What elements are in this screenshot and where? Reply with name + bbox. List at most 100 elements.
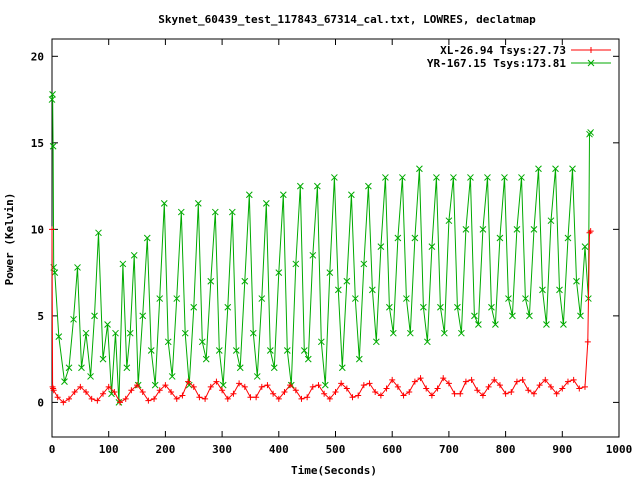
data-point <box>519 376 526 383</box>
data-point <box>351 295 359 302</box>
data-point <box>270 390 277 397</box>
data-point <box>317 338 325 346</box>
data-point <box>513 225 521 233</box>
data-point <box>475 321 482 328</box>
data-point <box>99 355 107 363</box>
data-point <box>530 390 537 397</box>
data-point <box>61 378 68 385</box>
data-point <box>457 390 464 397</box>
data-point <box>314 182 321 190</box>
data-point <box>369 286 376 294</box>
x-axis-title: Time(Seconds) <box>291 464 377 477</box>
data-point <box>143 234 151 242</box>
data-point <box>588 47 594 53</box>
series-line <box>51 229 592 404</box>
data-point <box>581 383 588 390</box>
series-line <box>51 94 592 403</box>
data-point <box>151 381 159 389</box>
data-point <box>241 383 248 390</box>
data-point <box>190 303 198 311</box>
data-point <box>275 395 282 402</box>
data-point <box>190 383 197 390</box>
y-tick-label: 20 <box>31 50 44 63</box>
data-point <box>66 395 73 402</box>
data-point <box>406 389 413 396</box>
data-point <box>560 321 567 328</box>
data-point <box>441 329 448 337</box>
data-point <box>547 217 555 225</box>
data-point <box>202 395 209 402</box>
data-point <box>224 395 231 402</box>
data-point <box>70 315 77 323</box>
data-point <box>360 382 367 389</box>
data-point <box>119 260 127 268</box>
data-point <box>326 395 333 402</box>
data-point <box>105 383 112 390</box>
data-point <box>479 392 486 399</box>
data-point <box>126 329 134 337</box>
data-point <box>283 347 291 354</box>
x-tick-label: 400 <box>269 443 289 456</box>
data-point <box>508 389 515 396</box>
data-point <box>247 394 254 401</box>
data-point <box>262 200 270 207</box>
data-point <box>74 264 81 271</box>
data-point <box>338 380 345 387</box>
x-tick-label: 200 <box>155 443 175 456</box>
data-point <box>173 395 180 402</box>
data-point <box>581 243 589 251</box>
x-tick-label: 300 <box>212 443 232 456</box>
ticks-layer: 0 100 200 300 400 500 600 700 800 900 1000 0 5 10 15 20 <box>31 39 632 456</box>
data-point <box>434 385 441 392</box>
data-point <box>321 381 329 389</box>
data-point <box>321 390 328 397</box>
data-point <box>411 378 418 385</box>
data-point <box>343 277 351 285</box>
data-point <box>386 303 393 311</box>
data-point <box>501 174 508 181</box>
data-point <box>326 269 334 276</box>
data-point <box>207 277 215 285</box>
data-point <box>399 174 406 181</box>
data-point <box>54 394 61 401</box>
data-point <box>542 376 549 383</box>
data-point <box>349 394 356 401</box>
data-point <box>445 217 453 225</box>
data-point <box>292 387 299 394</box>
data-point <box>416 165 423 173</box>
data-point <box>202 355 210 363</box>
data-point <box>569 165 576 173</box>
data-point <box>505 295 512 302</box>
data-point <box>383 385 390 392</box>
data-point <box>230 390 237 397</box>
data-point <box>162 382 169 389</box>
legend-label: XL-26.94 Tsys:27.73 <box>440 44 566 57</box>
data-point <box>139 312 147 320</box>
data-point <box>355 355 363 363</box>
data-point <box>530 225 538 233</box>
data-point <box>258 295 266 302</box>
data-point <box>241 277 249 285</box>
data-point <box>145 397 152 404</box>
data-point <box>95 229 102 237</box>
data-point <box>71 389 78 396</box>
data-point <box>334 286 342 294</box>
data-point <box>196 394 203 401</box>
data-point <box>462 225 470 233</box>
data-point <box>577 312 584 320</box>
data-point <box>111 389 118 396</box>
series-layer <box>48 91 595 406</box>
data-point <box>420 303 427 311</box>
data-point <box>467 174 474 181</box>
data-point <box>587 129 595 136</box>
series-1 <box>48 91 595 406</box>
data-point <box>315 382 322 389</box>
data-point <box>338 364 346 372</box>
chart-title: Skynet_60439_test_117843_67314_cal.txt, … <box>158 13 536 26</box>
data-point <box>343 385 350 392</box>
data-point <box>296 182 304 190</box>
data-point <box>332 389 339 396</box>
data-point <box>173 295 181 302</box>
data-point <box>78 364 85 372</box>
